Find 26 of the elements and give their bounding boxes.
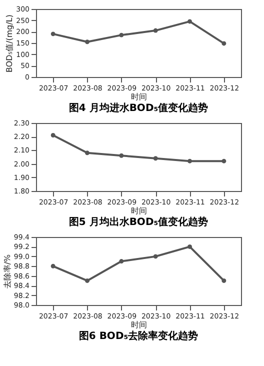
- y-axis-title: 去除率/%: [2, 254, 12, 289]
- point: [222, 278, 226, 283]
- x-axis-title: 时间: [131, 320, 147, 330]
- point: [153, 28, 158, 33]
- point: [119, 32, 124, 38]
- point: [188, 158, 192, 164]
- point: [50, 32, 56, 36]
- point: [153, 156, 158, 161]
- point: [50, 133, 56, 138]
- y-axis-title: BOD₅值/(mg/L): [5, 14, 14, 72]
- x-axis-title: 时间: [131, 206, 147, 216]
- point: [50, 264, 56, 268]
- point: [222, 41, 226, 46]
- point: [188, 19, 192, 24]
- point: [85, 40, 90, 44]
- point: [119, 153, 124, 158]
- point: [119, 259, 124, 264]
- point: [188, 244, 192, 249]
- point: [85, 150, 90, 156]
- point: [85, 278, 90, 283]
- text: 图4 月均进水BOD₅值变化趋势: [68, 102, 208, 114]
- text: 图5 月均出水BOD₅值变化趋势: [68, 216, 208, 228]
- x-axis-title: 时间: [131, 92, 147, 102]
- point: [153, 254, 158, 259]
- text: 图6 BOD₅去除率变化趋势: [78, 330, 198, 342]
- point: [222, 158, 226, 164]
